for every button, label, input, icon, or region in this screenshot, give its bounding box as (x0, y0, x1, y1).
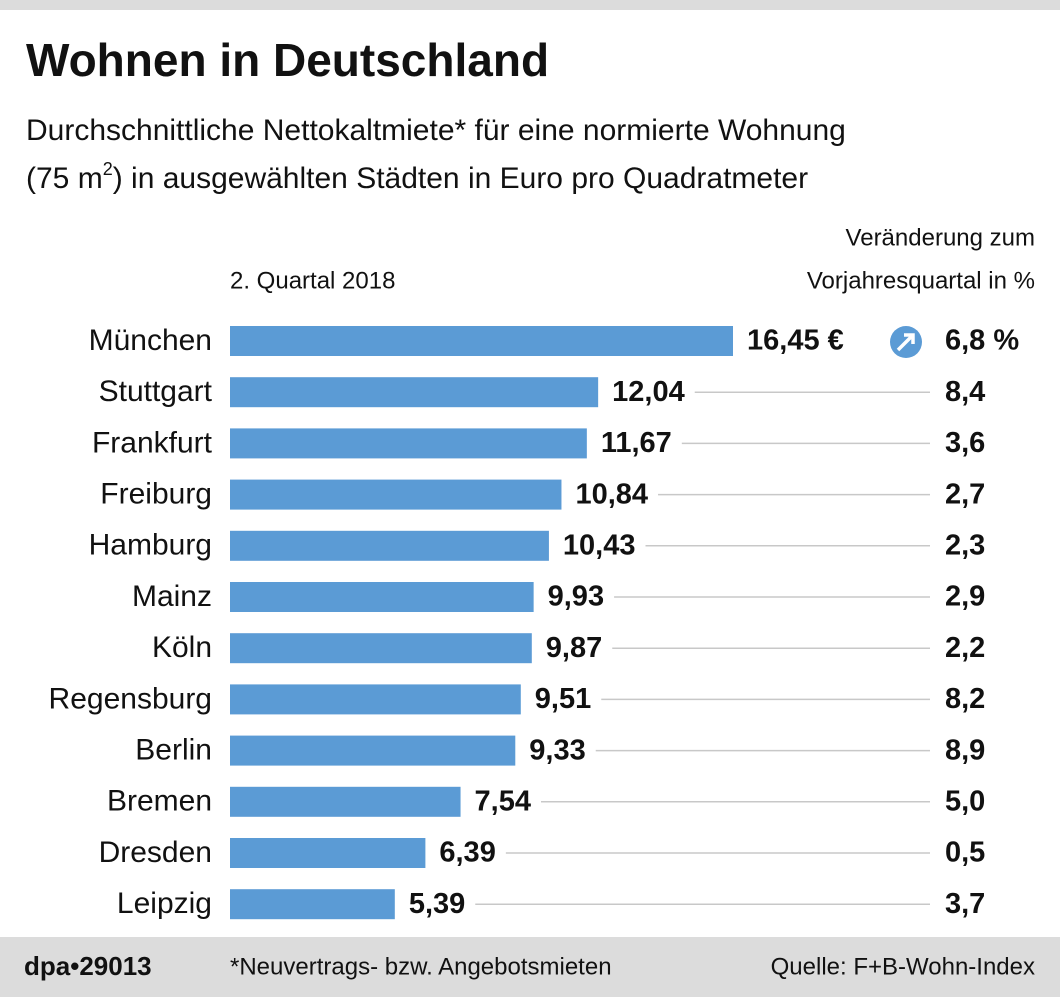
bar (230, 530, 549, 561)
value-label: 16,45 € (747, 325, 844, 357)
value-label: 7,54 (475, 785, 531, 817)
bar (230, 786, 461, 817)
bar (230, 377, 599, 408)
change-label: 6,8 % (945, 325, 1019, 357)
subtitle: (75 m2) in ausgewählten Städten in Euro … (26, 159, 808, 195)
change-label: 3,6 (945, 427, 985, 459)
bar (230, 326, 733, 356)
agency: dpa•29013 (24, 951, 152, 981)
category-label: Stuttgart (99, 375, 213, 408)
change-label: 2,7 (945, 478, 985, 510)
category-label: Berlin (135, 734, 212, 767)
value-label: 9,87 (546, 632, 602, 664)
series-header: 2. Quartal 2018 (230, 267, 395, 294)
subtitle-part: (75 m (26, 162, 103, 195)
change-label: 0,5 (945, 837, 985, 869)
category-label: Frankfurt (92, 426, 213, 459)
change-label: 3,7 (945, 888, 985, 920)
subtitle-part: ) in ausgewählten Städten in Euro pro Qu… (113, 162, 808, 195)
value-label: 12,04 (612, 376, 685, 408)
change-label: 8,2 (945, 683, 985, 715)
category-label: Hamburg (89, 529, 212, 562)
subtitle: Durchschnittliche Nettokaltmiete* für ei… (26, 114, 846, 147)
value-label: 9,93 (548, 581, 604, 613)
category-label: Leipzig (117, 887, 212, 920)
source: Quelle: F+B-Wohn-Index (771, 953, 1035, 980)
bar (230, 428, 587, 459)
bar (230, 633, 532, 664)
change-label: 5,0 (945, 785, 985, 817)
bar (230, 582, 534, 612)
category-label: Köln (152, 631, 212, 664)
value-label: 9,33 (529, 734, 585, 766)
category-label: Bremen (107, 785, 212, 818)
top-strip (0, 0, 1060, 10)
trend-icon (890, 326, 922, 358)
bar (230, 479, 562, 510)
value-label: 9,51 (535, 683, 591, 715)
change-label: 8,4 (945, 376, 985, 408)
change-header: Vorjahresquartal in % (807, 267, 1035, 294)
change-label: 2,3 (945, 529, 985, 561)
change-label: 2,9 (945, 581, 985, 613)
change-label: 8,9 (945, 734, 985, 766)
footnote: *Neuvertrags- bzw. Angebotsmieten (230, 953, 612, 980)
category-label: Mainz (132, 580, 212, 613)
change-header: Veränderung zum (846, 224, 1035, 251)
category-label: Dresden (99, 836, 212, 869)
category-label: Regensburg (49, 682, 212, 715)
footer-band (0, 937, 1060, 997)
bar (230, 684, 521, 715)
bar (230, 838, 426, 868)
bar (230, 889, 395, 920)
value-label: 6,39 (439, 837, 495, 869)
value-label: 10,84 (575, 478, 648, 510)
value-label: 11,67 (601, 427, 672, 459)
category-label: Freiburg (100, 478, 212, 511)
category-label: München (89, 324, 212, 357)
bar (230, 735, 516, 766)
chart-title: Wohnen in Deutschland (26, 34, 549, 86)
superscript: 2 (103, 159, 113, 179)
change-label: 2,2 (945, 632, 985, 664)
value-label: 10,43 (563, 529, 636, 561)
value-label: 5,39 (409, 888, 465, 920)
